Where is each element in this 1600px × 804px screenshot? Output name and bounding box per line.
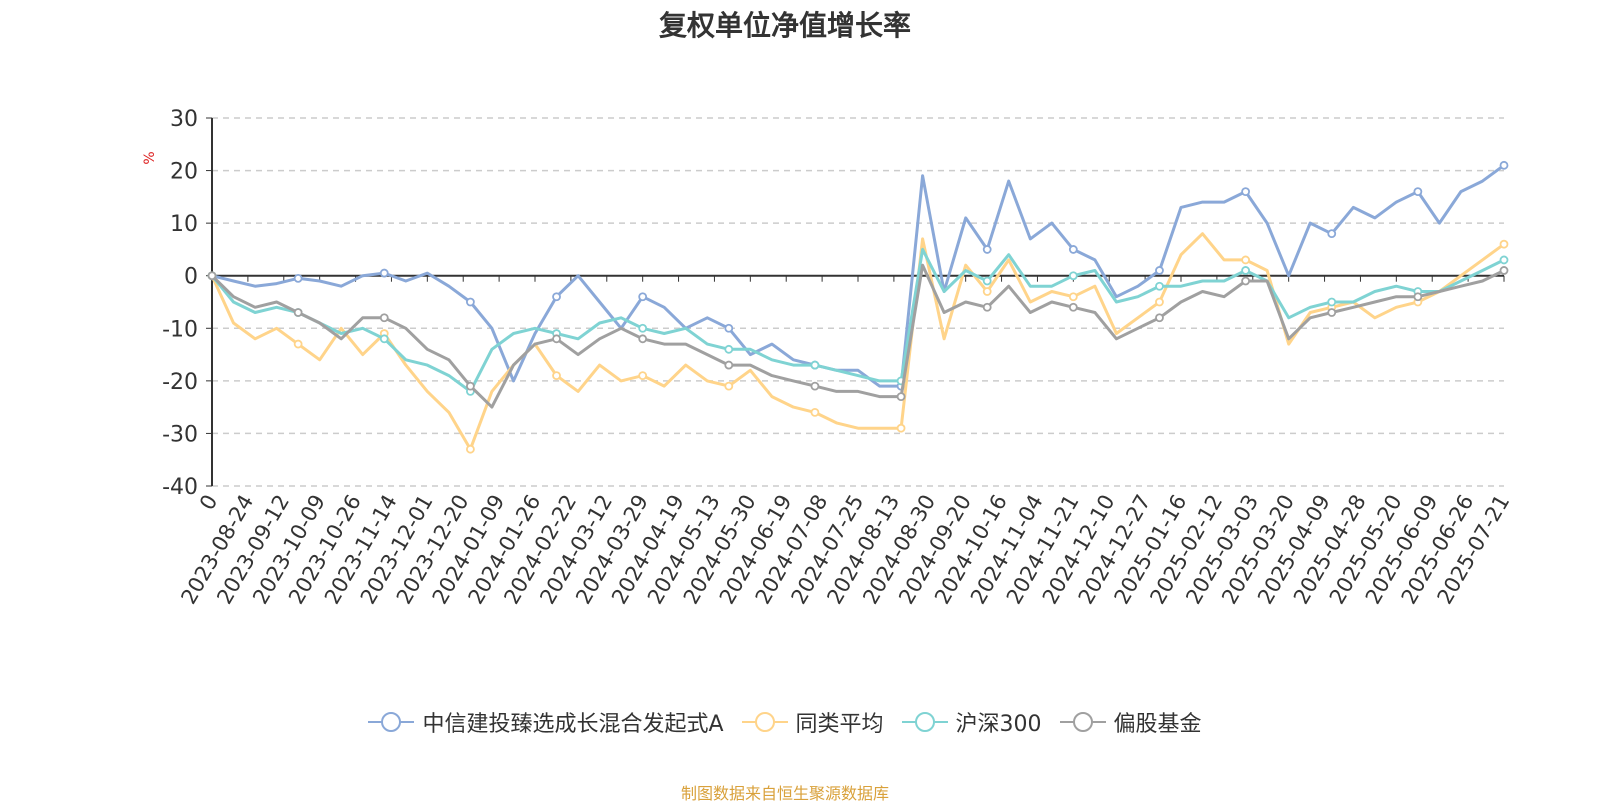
data-point <box>982 245 992 254</box>
grid-lines <box>212 117 1504 487</box>
legend-label: 同类平均 <box>795 712 884 737</box>
data-point <box>638 292 648 302</box>
legend-label: 沪深300 <box>955 712 1042 737</box>
legend: 中信建投臻选成长混合发起式A 同类平均 沪深300 偏股基金 <box>0 706 1570 738</box>
y-tick-label: 20 <box>170 160 198 185</box>
data-point <box>724 381 734 391</box>
data-point <box>552 371 561 381</box>
data-point <box>379 334 389 344</box>
data-point <box>1241 266 1250 275</box>
y-axis-unit-label: % <box>142 151 158 164</box>
data-point <box>1327 297 1337 307</box>
data-point <box>207 271 217 281</box>
data-point <box>379 313 389 323</box>
y-tick-label: -30 <box>162 422 198 447</box>
data-point <box>1241 187 1250 197</box>
series-line <box>210 247 1505 393</box>
axes: -40-30-20-10010203002023-08-242023-09-12… <box>162 107 1514 608</box>
legend-item[interactable]: 偏股基金 <box>1059 706 1202 738</box>
chart-title: 复权单位净值增长率 <box>658 9 911 42</box>
data-point <box>465 444 475 454</box>
data-point <box>1241 255 1250 265</box>
data-point <box>1068 245 1078 254</box>
data-point <box>1499 255 1509 265</box>
legend-item[interactable]: 中信建投臻选成长混合发起式A <box>368 706 724 738</box>
legend-circle-icon <box>368 712 415 732</box>
x-tick-label: 0 <box>195 491 222 515</box>
y-tick-label: -40 <box>162 475 198 500</box>
data-point <box>982 302 992 312</box>
data-point <box>1155 313 1164 323</box>
data-point <box>724 344 734 354</box>
series-lines <box>207 160 1509 454</box>
data-point <box>810 360 820 370</box>
data-point <box>552 334 561 344</box>
data-point <box>724 323 734 333</box>
data-point <box>982 276 992 286</box>
legend-circle-icon <box>741 712 788 732</box>
data-point <box>1413 292 1423 302</box>
series-line <box>211 164 1505 388</box>
legend-label: 偏股基金 <box>1113 712 1202 737</box>
line-chart: -40-30-20-10010203002023-08-242023-09-12… <box>142 107 1514 608</box>
data-point <box>1068 271 1078 281</box>
data-point <box>1327 308 1337 317</box>
data-point <box>1068 292 1078 302</box>
data-point <box>1155 281 1164 291</box>
legend-label: 中信建投臻选成长混合发起式A <box>422 712 724 737</box>
data-point <box>1068 302 1078 312</box>
series-line <box>210 232 1505 451</box>
data-point <box>638 371 648 381</box>
y-tick-label: -10 <box>162 317 198 342</box>
data-point <box>1499 266 1509 275</box>
legend-circle-icon <box>1059 712 1106 732</box>
data-point <box>638 323 648 333</box>
legend-circle-icon <box>901 712 948 732</box>
series-line <box>210 263 1505 409</box>
y-tick-label: -20 <box>162 370 198 395</box>
data-point <box>1413 187 1423 197</box>
data-point <box>293 308 303 317</box>
data-point <box>896 423 906 433</box>
data-point <box>1241 276 1250 286</box>
data-point <box>982 287 992 296</box>
data-point <box>1155 266 1164 275</box>
data-point <box>896 392 906 402</box>
data-point <box>379 268 389 278</box>
legend-item[interactable]: 同类平均 <box>741 706 884 738</box>
data-point <box>552 292 561 302</box>
y-tick-label: 10 <box>170 212 198 237</box>
data-point <box>1499 160 1509 170</box>
y-tick-label: 0 <box>184 265 198 290</box>
data-point <box>465 381 475 391</box>
data-point <box>810 381 820 391</box>
data-point <box>293 339 303 349</box>
data-point <box>1155 297 1164 307</box>
source-note: 制图数据来自恒生聚源数据库 <box>680 784 889 803</box>
data-point <box>724 360 734 370</box>
data-point <box>1327 229 1337 239</box>
data-point <box>638 334 648 344</box>
data-point <box>1499 239 1509 249</box>
y-tick-label: 30 <box>170 107 198 132</box>
data-point <box>465 297 475 307</box>
data-point <box>293 273 303 283</box>
legend-item[interactable]: 沪深300 <box>901 706 1042 738</box>
data-point <box>810 407 820 417</box>
